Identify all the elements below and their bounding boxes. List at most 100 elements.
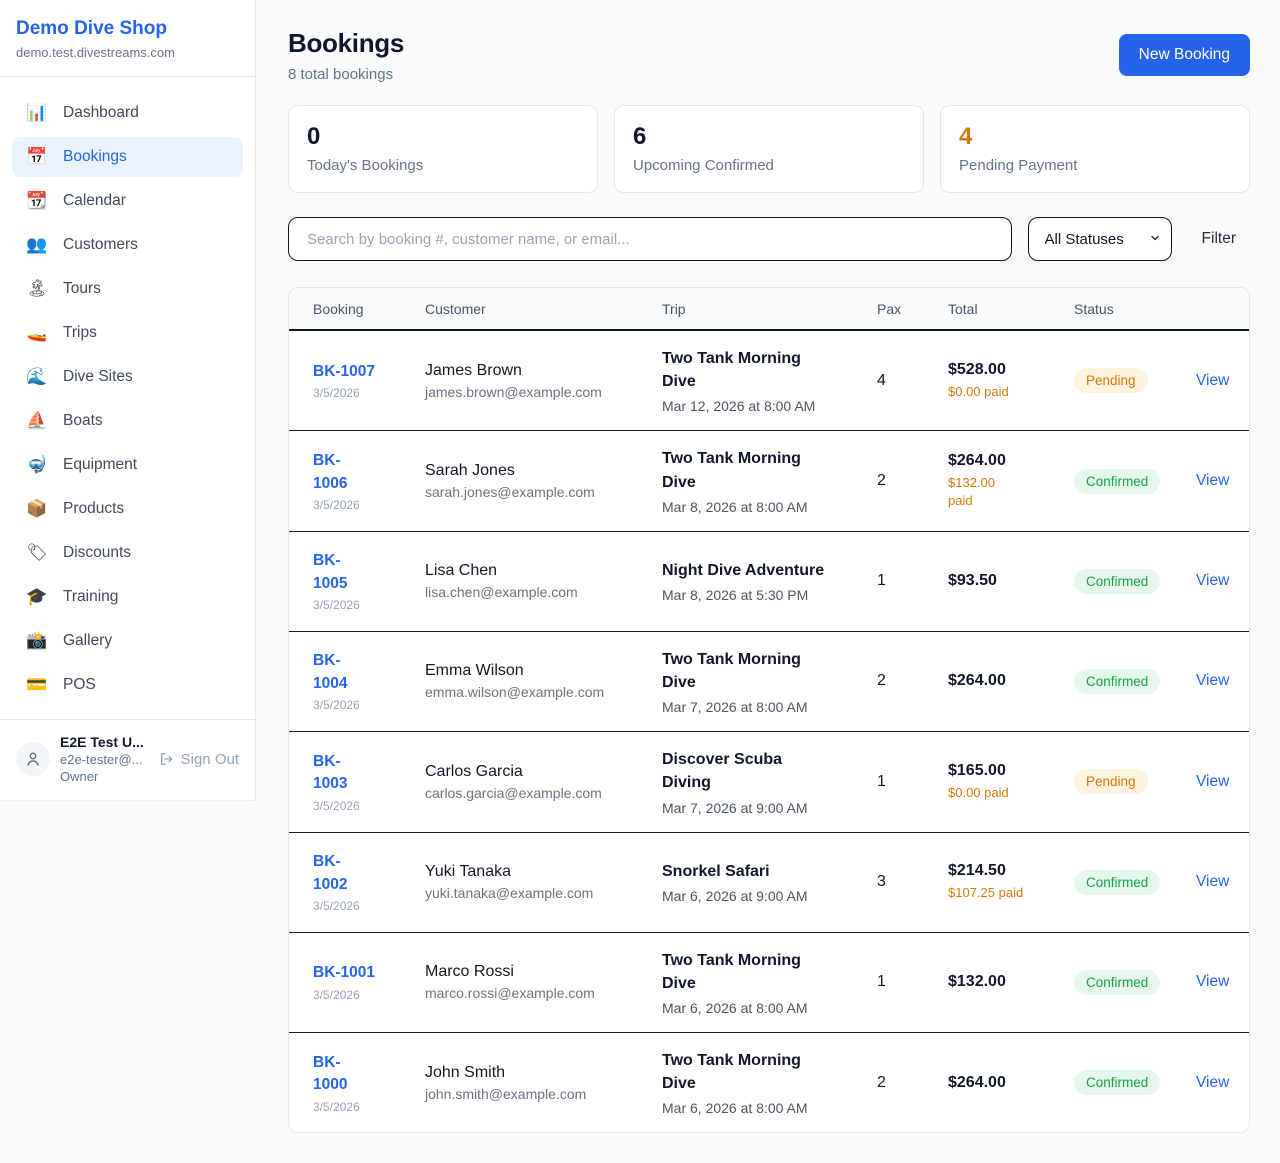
total-amount: $264.00 (948, 672, 1006, 690)
booking-id-link[interactable]: BK- 1000 (313, 1053, 348, 1094)
pax-count: 1 (877, 772, 886, 790)
trip-datetime: Mar 6, 2026 at 8:00 AM (662, 1100, 808, 1117)
column-header-actions (1188, 288, 1249, 331)
status-filter-select[interactable]: All Statuses (1027, 217, 1172, 261)
booking-id-link[interactable]: BK- 1005 (313, 552, 348, 592)
trip-name: Discover Scuba Diving (662, 751, 783, 792)
pax-count: 3 (877, 873, 886, 890)
total-amount: $132.00 (948, 973, 1006, 991)
trip-name: Two Tank Morning Dive (662, 650, 801, 691)
status-badge: Pending (1074, 368, 1148, 394)
stat-card: 4 Pending Payment (940, 105, 1250, 193)
view-link[interactable]: View (1196, 472, 1230, 490)
sidebar-header: Demo Dive Shop demo.test.divestreams.com (0, 0, 255, 77)
view-link[interactable]: View (1196, 1073, 1230, 1091)
new-booking-button[interactable]: New Booking (1118, 34, 1250, 76)
filter-controls: All Statuses Filter (288, 217, 1250, 261)
filter-button[interactable]: Filter (1188, 230, 1250, 248)
nav-item[interactable]: ⛵ Boats (12, 401, 243, 441)
nav-item[interactable]: 🏷 Discounts (12, 533, 243, 573)
page-title: Bookings (288, 28, 405, 58)
view-link[interactable]: View (1196, 572, 1230, 590)
booking-id-link[interactable]: BK-1001 (313, 964, 376, 982)
status-badge: Pending (1074, 769, 1148, 795)
sign-out-button[interactable]: Sign Out (159, 751, 239, 768)
sign-out-label: Sign Out (180, 750, 239, 768)
nav-item[interactable]: 📅 Bookings (12, 137, 243, 177)
nav-item-label: Equipment (63, 456, 138, 473)
view-link[interactable]: View (1196, 772, 1230, 790)
sidebar-nav: 📊 Dashboard 📅 Bookings 📆 Calendar 👥 Cust… (0, 77, 255, 719)
status-badge: Confirmed (1074, 468, 1161, 494)
nav-item[interactable]: 🏝 Tours (12, 269, 243, 309)
pax-count: 1 (877, 572, 886, 590)
nav-item[interactable]: 📦 Products (12, 489, 243, 529)
column-header-total: Total (940, 288, 1066, 331)
table-row: BK- 1000 3/5/2026 John Smith john.smith@… (289, 1031, 1249, 1133)
nav-item[interactable]: 🌊 Dive Sites (12, 357, 243, 397)
booking-id-link[interactable]: BK- 1006 (313, 452, 348, 492)
view-link[interactable]: View (1196, 672, 1230, 690)
trip-datetime: Mar 7, 2026 at 8:00 AM (662, 699, 808, 716)
view-link[interactable]: View (1196, 973, 1230, 991)
booking-id-link[interactable]: BK- 1004 (313, 652, 348, 692)
trip-name: Two Tank Morning Dive (662, 450, 801, 491)
column-header-customer: Customer (417, 288, 654, 331)
stat-card: 6 Upcoming Confirmed (614, 105, 924, 193)
nav-item-label: POS (63, 676, 96, 693)
total-amount: $528.00 (948, 360, 1006, 378)
paid-amount: $107.25 paid (948, 884, 1024, 900)
nav-item[interactable]: 👥 Customers (12, 225, 243, 265)
table-row: BK- 1002 3/5/2026 Yuki Tanaka yuki.tanak… (289, 831, 1249, 932)
nav-item-label: Products (63, 500, 125, 517)
view-link[interactable]: View (1196, 371, 1230, 389)
nav-item[interactable]: 🚤 Trips (12, 313, 243, 353)
table-row: BK-1007 3/5/2026 James Brown james.brown… (289, 330, 1249, 431)
shop-domain: demo.test.divestreams.com (16, 45, 175, 60)
user-email: e2e-tester@... (60, 752, 143, 767)
search-input[interactable] (288, 217, 1012, 261)
booking-date: 3/5/2026 (313, 498, 360, 513)
trip-datetime: Mar 7, 2026 at 9:00 AM (662, 799, 808, 816)
user-role: Owner (60, 769, 99, 784)
customer-email: james.brown@example.com (425, 383, 602, 400)
page-header: Bookings 8 total bookings New Booking (288, 28, 1250, 83)
nav-item[interactable]: 🎓 Training (12, 577, 243, 617)
booking-id-link[interactable]: BK-1007 (313, 362, 376, 380)
trip-name: Two Tank Morning Dive (662, 1051, 801, 1093)
trip-name: Night Dive Adventure (662, 562, 825, 580)
trip-name: Snorkel Safari (662, 862, 770, 880)
booking-id-link[interactable]: BK- 1003 (313, 752, 348, 793)
nav-item-label: Bookings (63, 148, 127, 165)
customer-name: Marco Rossi (425, 963, 514, 981)
trip-datetime: Mar 8, 2026 at 8:00 AM (662, 498, 808, 515)
sidebar: Demo Dive Shop demo.test.divestreams.com… (0, 0, 256, 801)
customer-email: yuki.tanaka@example.com (425, 885, 594, 901)
nav-item-label: Calendar (63, 192, 126, 209)
customer-name: John Smith (425, 1063, 506, 1081)
nav-item-label: Discounts (63, 544, 132, 561)
nav-item[interactable]: 💳 POS (12, 665, 243, 705)
user-icon (27, 752, 39, 766)
customer-email: emma.wilson@example.com (425, 684, 605, 701)
nav-item-label: Customers (63, 236, 138, 253)
booking-id-link[interactable]: BK- 1002 (313, 853, 348, 893)
nav-item[interactable]: 🤿 Equipment (12, 445, 243, 485)
nav-item[interactable]: 📸 Gallery (12, 621, 243, 661)
booking-date: 3/5/2026 (313, 598, 360, 613)
nav-item[interactable]: 📊 Dashboard (12, 93, 243, 133)
credit-card-icon: 💳 (26, 675, 48, 694)
table-row: BK-1001 3/5/2026 Marco Rossi marco.rossi… (289, 931, 1249, 1033)
stat-value: 6 (633, 123, 647, 150)
column-header-status: Status (1066, 288, 1188, 331)
table-row: BK- 1005 3/5/2026 Lisa Chen lisa.chen@ex… (289, 530, 1249, 632)
view-link[interactable]: View (1196, 873, 1230, 890)
status-badge: Confirmed (1074, 568, 1161, 594)
user-info: E2E Test U... e2e-tester@... Owner (60, 734, 149, 784)
stat-card: 0 Today's Bookings (288, 105, 598, 193)
nav-item[interactable]: 📆 Calendar (12, 181, 243, 221)
trip-name: Two Tank Morning Dive (662, 350, 801, 391)
customer-email: carlos.garcia@example.com (425, 784, 602, 801)
status-badge: Confirmed (1074, 869, 1161, 895)
speedboat-icon: 🚤 (26, 323, 48, 342)
